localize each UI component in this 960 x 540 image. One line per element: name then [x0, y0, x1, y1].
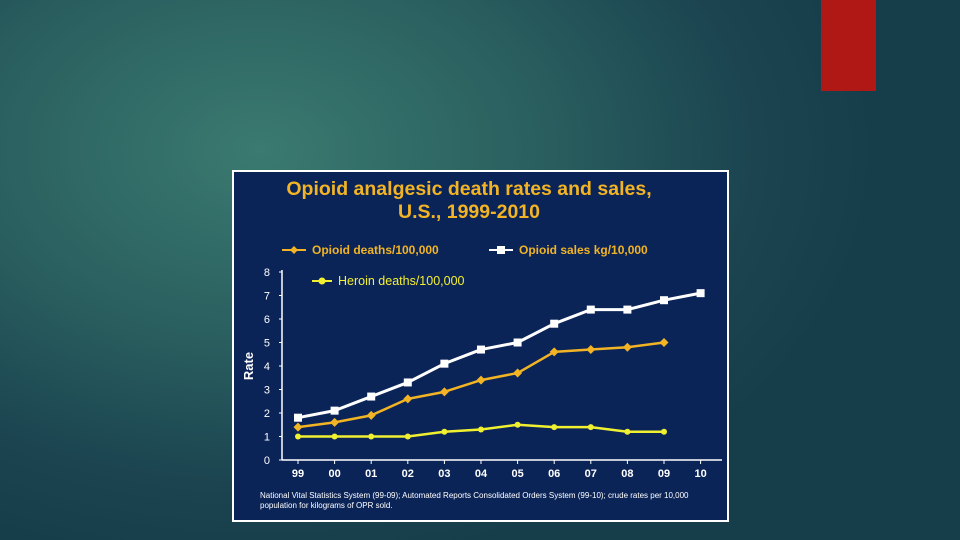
chart-title-line1: Opioid analgesic death rates and sales,	[286, 178, 652, 200]
opioid-sales-point	[477, 345, 485, 354]
y-tick-label: 4	[264, 361, 270, 373]
legend-diamond-icon	[282, 246, 306, 254]
opioid-deaths-point	[549, 347, 559, 357]
legend-heroin-deaths: Heroin deaths/100,000	[312, 274, 464, 288]
opioid-sales-point	[440, 359, 449, 368]
heroin-deaths-point	[587, 424, 594, 431]
opioid-deaths-point	[293, 422, 303, 432]
x-tick-label: 02	[402, 468, 414, 480]
heroin-deaths-point	[624, 428, 631, 435]
heroin-deaths-point	[551, 424, 558, 431]
opioid-sales-point	[294, 413, 302, 422]
legend-square-icon	[489, 246, 513, 254]
chart-title: Opioid analgesic death rates and sales, …	[234, 178, 704, 224]
opioid-deaths-point	[659, 338, 669, 347]
x-tick-label: 99	[292, 468, 304, 480]
opioid-sales-point	[550, 319, 559, 328]
opioid-deaths-point	[586, 345, 596, 355]
opioid-deaths-point	[622, 342, 632, 352]
x-tick-label: 01	[365, 468, 377, 480]
heroin-deaths-point	[661, 428, 667, 435]
legend-opioid-deaths: Opioid deaths/100,000	[282, 243, 439, 257]
opioid-sales-point	[403, 378, 412, 387]
x-tick-label: 10	[694, 468, 706, 480]
legend-circle-icon	[312, 277, 332, 285]
opioid-deaths-point	[476, 375, 486, 385]
opioid-sales-point	[586, 305, 595, 314]
y-tick-label: 8	[264, 267, 270, 279]
chart-image: Opioid analgesic death rates and sales, …	[232, 170, 729, 522]
opioid-sales-point	[660, 296, 668, 305]
x-tick-label: 00	[328, 468, 340, 480]
legend-heroin-deaths-label: Heroin deaths/100,000	[338, 274, 465, 288]
legend-opioid-sales-label: Opioid sales kg/10,000	[519, 243, 648, 257]
heroin-deaths-point	[441, 428, 448, 435]
opioid-deaths-line	[297, 341, 665, 429]
x-tick-label: 04	[475, 468, 488, 480]
opioid-deaths-point	[439, 387, 449, 397]
opioid-deaths-point	[513, 368, 523, 378]
y-tick-label: 6	[264, 314, 270, 326]
opioid-sales-point	[330, 406, 339, 415]
x-tick-label: 08	[621, 468, 633, 480]
heroin-deaths-point	[368, 433, 375, 440]
y-tick-label: 7	[264, 291, 270, 303]
y-tick-label: 1	[264, 432, 270, 444]
x-tick-label: 07	[585, 468, 597, 480]
heroin-deaths-point	[514, 421, 521, 428]
x-tick-label: 09	[658, 468, 670, 480]
opioid-sales-line	[297, 291, 701, 420]
legend-opioid-sales: Opioid sales kg/10,000	[489, 243, 648, 257]
heroin-deaths-point	[404, 433, 411, 440]
opioid-sales-point	[696, 289, 705, 298]
opioid-deaths-point	[403, 394, 413, 404]
opioid-sales-point	[623, 305, 632, 314]
chart-title-line2: U.S., 1999-2010	[397, 201, 540, 223]
x-tick-label: 06	[548, 468, 560, 480]
x-tick-label: 03	[438, 468, 450, 480]
accent-tab	[821, 0, 876, 91]
heroin-deaths-point	[295, 433, 301, 440]
opioid-deaths-point	[330, 417, 340, 427]
opioid-sales-point	[513, 338, 522, 347]
y-tick-label: 3	[264, 385, 270, 397]
heroin-deaths-point	[478, 426, 484, 433]
y-tick-label: 0	[264, 455, 270, 467]
x-tick-label: 05	[511, 468, 523, 480]
y-axis-label: Rate	[241, 352, 256, 380]
legend-opioid-deaths-label: Opioid deaths/100,000	[312, 243, 439, 257]
heroin-deaths-point	[331, 433, 338, 440]
footnote: National Vital Statistics System (99-09)…	[260, 491, 689, 510]
opioid-sales-point	[367, 392, 376, 401]
y-tick-label: 2	[264, 408, 270, 420]
opioid-deaths-point	[366, 410, 376, 420]
y-tick-label: 5	[264, 338, 270, 350]
